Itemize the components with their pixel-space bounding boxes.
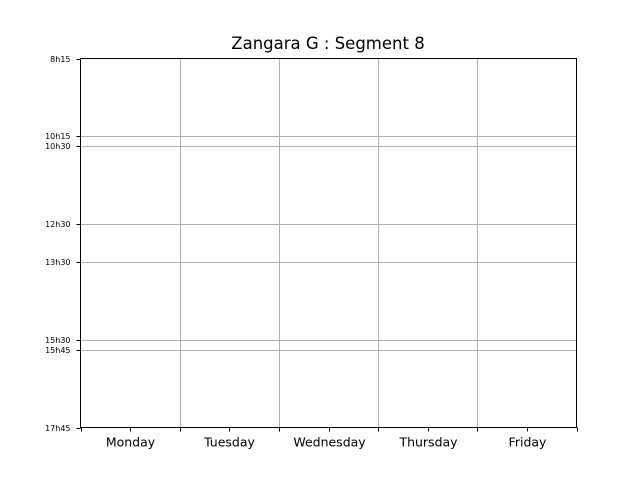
y-tick-label: 10h30	[45, 142, 70, 151]
y-tick-label: 17h45	[45, 424, 70, 433]
x-tick-label: Wednesday	[293, 435, 366, 450]
y-tick-label: 8h15	[50, 55, 70, 64]
y-tick-label: 12h30	[45, 220, 70, 229]
x-tick-label: Friday	[509, 435, 547, 450]
x-tick-label: Thursday	[398, 435, 458, 450]
y-tick-label: 15h30	[45, 336, 70, 345]
grid-lines	[80, 58, 577, 428]
y-tick-label: 15h45	[45, 346, 70, 355]
plot-area-frame	[80, 58, 577, 428]
x-tick-label: Tuesday	[203, 435, 255, 450]
chart-title: Zangara G : Segment 8	[231, 34, 424, 53]
y-tick-label: 13h30	[45, 258, 70, 267]
y-tick-label: 10h15	[45, 132, 70, 141]
x-tick-label: Monday	[106, 435, 156, 450]
